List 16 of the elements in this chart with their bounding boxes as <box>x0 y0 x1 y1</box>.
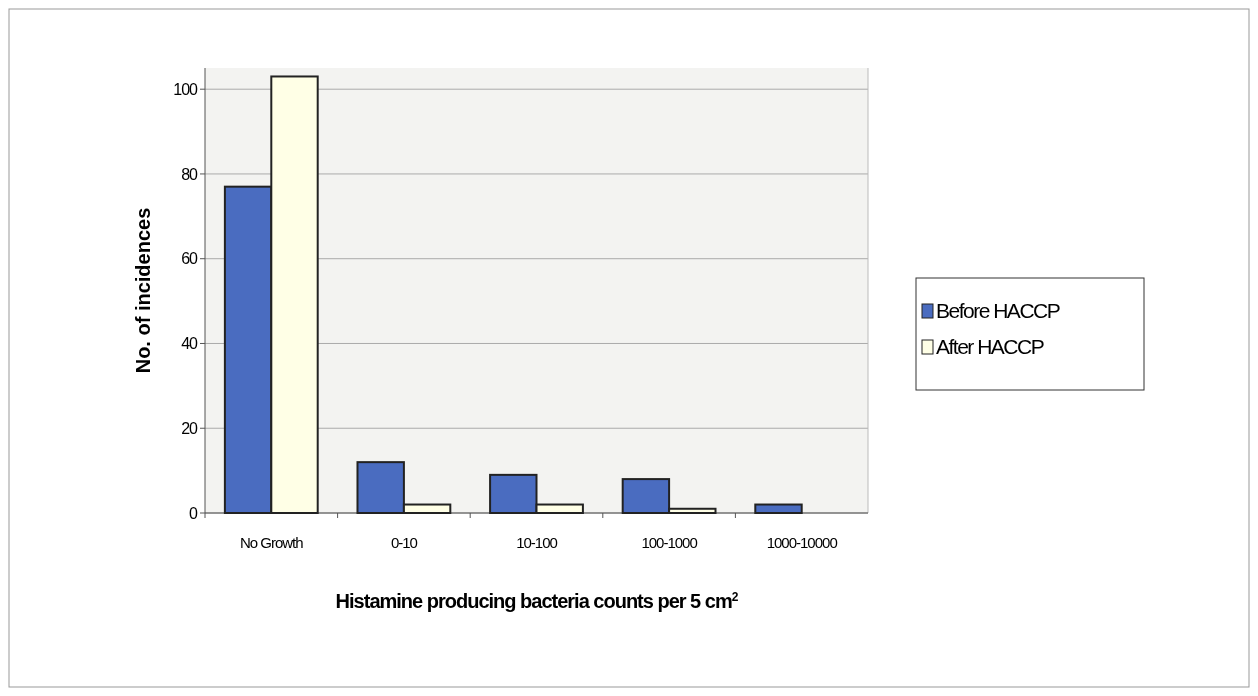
legend-label: Before HACCP <box>936 299 1060 322</box>
y-tick-label: 100 <box>173 80 199 98</box>
x-tick-label: 10-100 <box>516 534 558 551</box>
y-tick-label: 20 <box>181 419 199 437</box>
bar <box>754 503 803 514</box>
y-axis-title: No. of incidences <box>132 207 154 374</box>
y-tick-label: 40 <box>181 335 199 353</box>
x-tick-label: 0-10 <box>390 534 418 551</box>
legend-label: After HACCP <box>936 335 1044 358</box>
x-tick-label: 1000-10000 <box>766 534 838 551</box>
x-tick-label: 100-1000 <box>641 534 698 551</box>
y-tick-label: 0 <box>189 504 199 522</box>
y-tick-label: 80 <box>181 165 199 183</box>
y-tick-label: 60 <box>181 250 199 268</box>
x-axis-title: Histamine producing bacteria counts per 5 cm$^{2}$ <box>335 590 739 612</box>
x-tick-label: No Growth <box>239 534 304 551</box>
